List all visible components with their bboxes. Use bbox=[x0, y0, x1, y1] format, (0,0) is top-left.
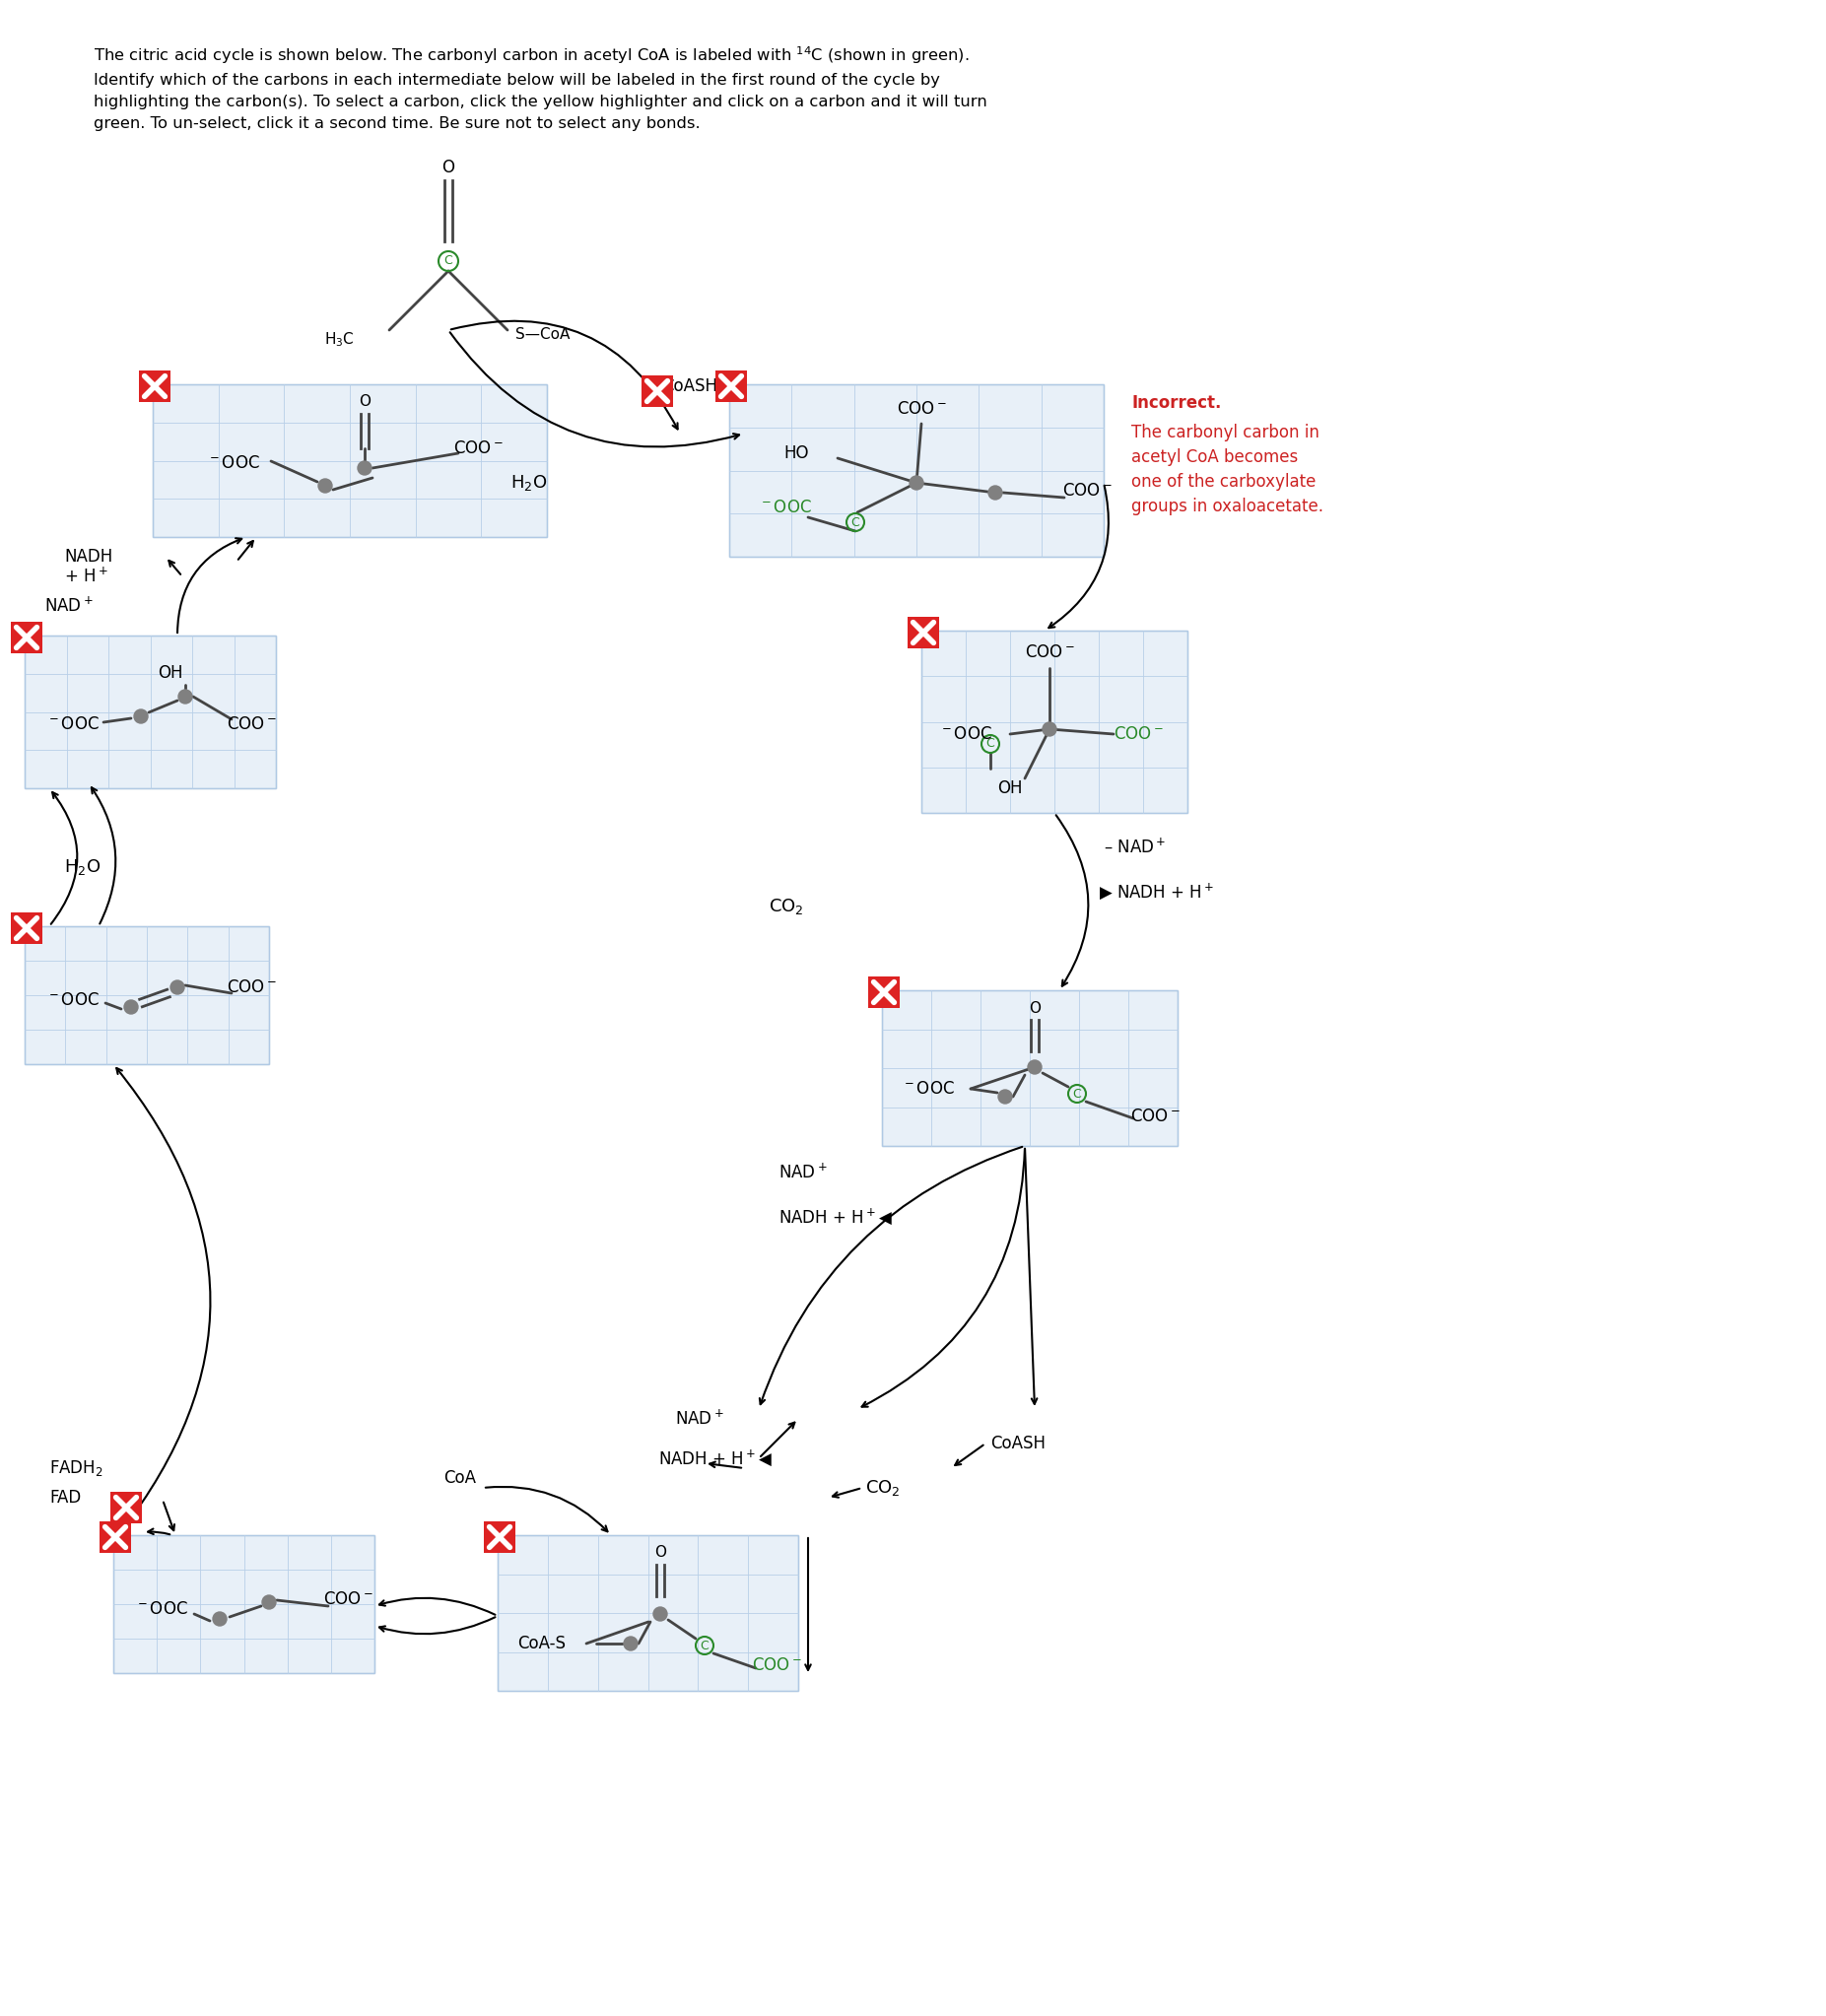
Text: $^-$OOC: $^-$OOC bbox=[46, 716, 99, 734]
Text: C: C bbox=[986, 738, 995, 750]
Circle shape bbox=[1028, 1060, 1041, 1075]
Text: $^-$OOC: $^-$OOC bbox=[46, 992, 99, 1008]
Text: COO$^-$: COO$^-$ bbox=[226, 716, 278, 734]
Text: O: O bbox=[442, 159, 455, 175]
Text: + H$^+$: + H$^+$ bbox=[64, 566, 108, 587]
Text: The carbonyl carbon in: The carbonyl carbon in bbox=[1132, 423, 1320, 442]
Text: $^-$OOC: $^-$OOC bbox=[135, 1601, 188, 1619]
FancyBboxPatch shape bbox=[11, 621, 42, 653]
Circle shape bbox=[358, 462, 371, 476]
Text: HO: HO bbox=[783, 444, 809, 462]
Text: H$_2$O: H$_2$O bbox=[511, 474, 548, 492]
Text: – NAD$^+$: – NAD$^+$ bbox=[1103, 839, 1167, 857]
FancyBboxPatch shape bbox=[484, 1522, 515, 1552]
Text: H$_3$C: H$_3$C bbox=[325, 331, 354, 349]
Text: COO$^-$: COO$^-$ bbox=[1063, 482, 1112, 500]
Text: The citric acid cycle is shown below. The carbonyl carbon in acetyl CoA is label: The citric acid cycle is shown below. Th… bbox=[93, 44, 988, 131]
Bar bbox=[113, 1534, 374, 1673]
Text: COO$^-$: COO$^-$ bbox=[1130, 1107, 1180, 1125]
Circle shape bbox=[624, 1637, 637, 1651]
FancyBboxPatch shape bbox=[100, 1522, 131, 1552]
Text: COO$^-$: COO$^-$ bbox=[1114, 726, 1163, 744]
Text: acetyl CoA becomes: acetyl CoA becomes bbox=[1132, 448, 1298, 466]
Circle shape bbox=[318, 480, 332, 492]
FancyBboxPatch shape bbox=[641, 375, 674, 407]
Text: O: O bbox=[1028, 1000, 1041, 1016]
Bar bbox=[729, 385, 1103, 556]
Text: H$_2$O: H$_2$O bbox=[64, 857, 100, 877]
Text: OH: OH bbox=[997, 780, 1023, 796]
FancyBboxPatch shape bbox=[867, 976, 900, 1008]
Text: C: C bbox=[699, 1639, 708, 1651]
Text: Incorrect.: Incorrect. bbox=[1132, 395, 1222, 411]
FancyBboxPatch shape bbox=[716, 371, 747, 401]
Text: NAD$^+$: NAD$^+$ bbox=[44, 597, 93, 615]
Text: FAD: FAD bbox=[49, 1490, 80, 1506]
Text: CoASH: CoASH bbox=[663, 377, 718, 395]
Circle shape bbox=[179, 689, 192, 704]
Bar bbox=[24, 635, 276, 788]
Text: NAD$^+$: NAD$^+$ bbox=[676, 1409, 723, 1429]
Text: C: C bbox=[1072, 1087, 1081, 1101]
FancyBboxPatch shape bbox=[139, 371, 170, 401]
Text: S—CoA: S—CoA bbox=[515, 329, 570, 343]
Text: CoA: CoA bbox=[444, 1470, 477, 1488]
Text: OH: OH bbox=[157, 663, 183, 681]
Text: $^-$OOC: $^-$OOC bbox=[760, 498, 813, 516]
Circle shape bbox=[1043, 722, 1057, 736]
Text: COO$^-$: COO$^-$ bbox=[897, 399, 946, 417]
Bar bbox=[922, 631, 1187, 812]
Text: ▶ NADH + H$^+$: ▶ NADH + H$^+$ bbox=[1099, 881, 1214, 901]
Text: C: C bbox=[851, 516, 860, 528]
Circle shape bbox=[909, 476, 924, 490]
Bar bbox=[153, 385, 548, 536]
Text: CO$_2$: CO$_2$ bbox=[866, 1478, 900, 1498]
Text: COO$^-$: COO$^-$ bbox=[453, 439, 504, 458]
Circle shape bbox=[999, 1091, 1012, 1103]
Text: NADH: NADH bbox=[64, 548, 113, 566]
Text: FADH$_2$: FADH$_2$ bbox=[49, 1458, 102, 1478]
Text: O: O bbox=[654, 1546, 666, 1560]
Text: one of the carboxylate: one of the carboxylate bbox=[1132, 474, 1317, 490]
Text: COO$^-$: COO$^-$ bbox=[752, 1657, 802, 1673]
Text: NADH + H$^+$◀: NADH + H$^+$◀ bbox=[778, 1208, 893, 1228]
FancyBboxPatch shape bbox=[110, 1492, 142, 1524]
Text: COO$^-$: COO$^-$ bbox=[1024, 643, 1074, 661]
Text: $^-$OOC: $^-$OOC bbox=[902, 1081, 955, 1097]
Bar bbox=[24, 925, 268, 1064]
Text: CoA-S: CoA-S bbox=[517, 1635, 566, 1653]
FancyBboxPatch shape bbox=[908, 617, 939, 649]
Text: CO$_2$: CO$_2$ bbox=[769, 897, 803, 917]
Text: CoASH: CoASH bbox=[990, 1435, 1046, 1452]
Circle shape bbox=[263, 1595, 276, 1609]
Text: $^-$OOC: $^-$OOC bbox=[939, 726, 992, 744]
Circle shape bbox=[133, 710, 148, 724]
Text: NAD$^+$: NAD$^+$ bbox=[778, 1163, 827, 1181]
Circle shape bbox=[988, 486, 1002, 500]
Bar bbox=[882, 990, 1178, 1145]
Bar bbox=[498, 1534, 798, 1691]
Text: $^-$OOC: $^-$OOC bbox=[206, 454, 259, 472]
Circle shape bbox=[170, 980, 184, 994]
FancyBboxPatch shape bbox=[11, 913, 42, 943]
Text: C: C bbox=[444, 254, 453, 268]
Text: NADH + H$^+$◀: NADH + H$^+$◀ bbox=[657, 1447, 772, 1468]
Circle shape bbox=[654, 1607, 666, 1621]
Text: COO$^-$: COO$^-$ bbox=[226, 978, 278, 996]
Circle shape bbox=[124, 1000, 139, 1014]
Text: O: O bbox=[358, 395, 371, 409]
Text: groups in oxaloacetate.: groups in oxaloacetate. bbox=[1132, 498, 1324, 516]
Text: COO$^-$: COO$^-$ bbox=[323, 1591, 373, 1609]
Circle shape bbox=[214, 1613, 226, 1625]
